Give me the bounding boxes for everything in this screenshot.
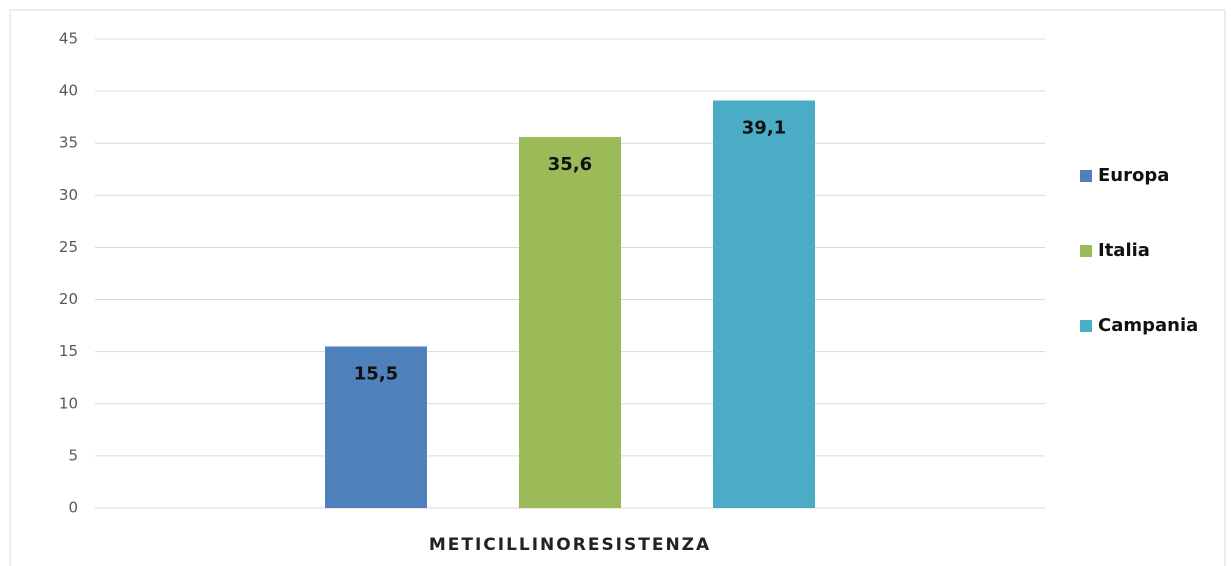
value-label: 39,1 — [742, 117, 786, 138]
x-tick-label: METICILLINORESISTENZA — [429, 535, 711, 555]
y-tick-label: 25 — [59, 238, 78, 256]
bar — [519, 136, 621, 509]
legend-swatch — [1080, 170, 1092, 182]
y-tick-label: 15 — [59, 342, 78, 360]
y-tick-label: 45 — [59, 30, 78, 48]
chart-frame — [9, 9, 1226, 566]
y-tick-label: 10 — [59, 394, 78, 412]
bar — [713, 100, 815, 508]
y-tick-label: 30 — [59, 186, 78, 204]
y-tick-label: 35 — [59, 134, 78, 152]
y-tick-label: 5 — [68, 446, 78, 464]
legend-label: Campania — [1098, 315, 1198, 336]
legend-swatch — [1080, 245, 1092, 257]
value-label: 15,5 — [354, 363, 398, 384]
y-tick-label: 40 — [59, 82, 78, 100]
value-label: 35,6 — [548, 154, 592, 175]
bar — [325, 346, 427, 508]
y-tick-label: 0 — [68, 499, 78, 517]
legend-swatch — [1080, 320, 1092, 332]
legend-label: Italia — [1098, 240, 1150, 261]
legend-label: Europa — [1098, 165, 1169, 186]
y-tick-label: 20 — [59, 290, 78, 308]
